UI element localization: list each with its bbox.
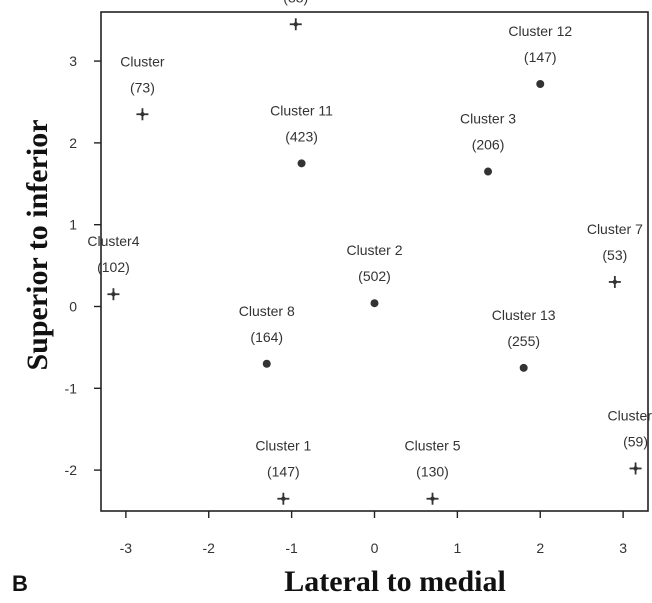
x-axis-title: Lateral to medial: [284, 565, 506, 598]
cluster-point: Cluster 5 (130): [404, 438, 461, 505]
y-axis-ticks: -2 -1 0 1 2 3: [65, 53, 101, 478]
cluster-count-label: (53): [602, 247, 627, 263]
dot-marker: [297, 159, 306, 168]
y-tick-label: -2: [65, 462, 78, 478]
dot-marker: [262, 359, 271, 368]
cluster-name-label: Cluster 3: [460, 111, 516, 127]
dot-marker: [519, 363, 528, 372]
x-tick-label: 1: [453, 540, 461, 556]
cluster-name-label: Cluster 11: [270, 102, 333, 118]
x-tick-label: -2: [203, 540, 216, 556]
cluster-count-label: (59): [623, 433, 648, 449]
cluster-name-label: Cluster 2: [346, 242, 402, 258]
cluster-point: Cluster 7 (53): [587, 221, 643, 288]
x-tick-label: 0: [371, 540, 379, 556]
cross-marker-center: [140, 112, 145, 117]
cluster-count-label: (255): [507, 333, 540, 349]
x-axis-ticks: -3 -2 -1 0 1 2 3: [120, 511, 627, 556]
cluster-point: Cluster 9 (59): [608, 407, 652, 475]
data-points: Cluster (73) Cluster 10(88) Cluster 12 (147)…: [87, 0, 652, 505]
cluster-name-label: Cluster 13: [492, 307, 556, 323]
cluster-count-label: (130): [416, 464, 449, 480]
cluster-name-label: Cluster4: [87, 233, 139, 249]
cluster-point: Cluster 12 (147): [508, 23, 572, 88]
cluster-count-label: (206): [472, 137, 505, 153]
dot-marker: [536, 79, 545, 88]
cluster-name-label: Cluster 1: [255, 438, 311, 454]
cross-marker-center: [633, 466, 638, 471]
cross-marker-center: [281, 496, 286, 501]
cluster-count-label: (147): [267, 464, 300, 480]
cluster-name-label: Cluster 7: [587, 221, 643, 237]
x-tick-label: 3: [619, 540, 627, 556]
cluster-count-label: (502): [358, 268, 391, 284]
cross-marker-center: [430, 496, 435, 501]
plot-border: [100, 11, 649, 512]
cluster-point: Cluster 13 (255): [492, 307, 556, 372]
cross-marker-center: [612, 279, 618, 285]
cluster-point: Cluster 10(88): [283, 0, 308, 31]
panel-letter: B: [12, 571, 28, 596]
cluster-name-label: Cluster 8: [239, 303, 295, 319]
cluster-point: Cluster 2 (502): [346, 242, 403, 308]
cluster-name-label: Cluster: [120, 53, 165, 69]
cluster-point: Cluster 1 (147): [255, 438, 312, 505]
y-tick-label: 0: [69, 298, 77, 314]
cluster-count-label: (147): [524, 49, 557, 65]
cluster-point: Cluster 8 (164): [239, 303, 295, 368]
cluster-count-label: (423): [285, 128, 318, 144]
cluster-point: Cluster 3 (206): [460, 111, 516, 176]
cluster-point: Cluster 11 (423): [270, 102, 333, 168]
y-tick-label: 2: [69, 135, 77, 151]
cross-marker-center: [111, 292, 116, 297]
y-tick-label: 3: [69, 53, 77, 69]
cluster-count-label: (73): [130, 79, 155, 95]
y-tick-label: -1: [65, 380, 78, 396]
plot-frame: [100, 11, 649, 512]
cluster-point: Cluster (73): [120, 53, 165, 121]
dot-marker: [370, 299, 379, 308]
cluster-name-label: Cluster 12: [508, 23, 572, 39]
cluster-count-label: (164): [250, 329, 283, 345]
x-tick-label: -3: [120, 540, 133, 556]
cluster-name-label: Cluster 9: [608, 407, 652, 423]
x-tick-label: -1: [285, 540, 298, 556]
cluster-point: Cluster4 (102): [87, 233, 140, 301]
cluster-name-label: Cluster 5: [404, 438, 460, 454]
cluster-count-label: (88): [283, 0, 308, 5]
y-axis-title: Superior to inferior: [21, 119, 54, 370]
cross-marker-center: [293, 22, 298, 27]
y-tick-label: 1: [69, 217, 77, 233]
cluster-count-label: (102): [97, 259, 130, 275]
x-tick-label: 2: [536, 540, 544, 556]
dot-marker: [484, 167, 493, 176]
